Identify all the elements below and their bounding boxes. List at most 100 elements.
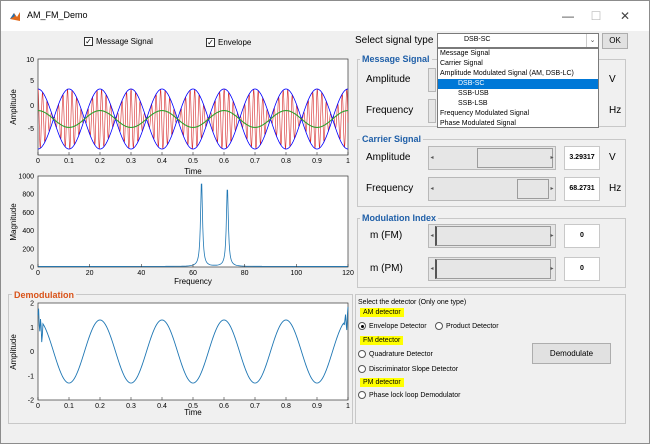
maximize-button[interactable]: ☐ [590, 9, 602, 23]
checkmark-icon: ✓ [84, 37, 93, 46]
arrow-left-icon[interactable]: ◂ [430, 266, 434, 272]
carrier-frequency-slider[interactable]: ◂ ▸ [428, 177, 556, 201]
y-tick-label: 200 [22, 246, 34, 253]
pll-demodulator-radio[interactable]: Phase lock loop Demodulator [358, 391, 460, 399]
discriminator-detector-radio[interactable]: Discriminator Slope Detector [358, 365, 458, 373]
detector-selector-label: Select the detector (Only one type) [358, 299, 467, 306]
y-axis-label: Amplitude [9, 334, 18, 370]
x-tick-label: 0.1 [64, 158, 74, 165]
x-tick-label: 0.9 [312, 158, 322, 165]
y-tick-label: 400 [22, 228, 34, 235]
option-ssb-lsb[interactable]: SSB-LSB [458, 100, 488, 107]
y-tick-label: -2 [28, 398, 34, 405]
envelope-checkbox[interactable]: ✓ Envelope [206, 38, 251, 47]
slider-thumb[interactable] [435, 226, 551, 246]
option-ssb-usb[interactable]: SSB-USB [458, 90, 489, 97]
slider-thumb[interactable] [517, 179, 549, 199]
x-tick-label: 0.2 [95, 403, 105, 410]
slider-thumb[interactable] [435, 259, 551, 279]
demodulate-button[interactable]: Demodulate [532, 343, 611, 364]
option-pm[interactable]: Phase Modulated Signal [440, 120, 516, 127]
y-tick-label: 2 [30, 301, 34, 308]
unit-hz: Hz [609, 183, 622, 194]
arrow-right-icon[interactable]: ▸ [550, 266, 554, 272]
carrier-amplitude-slider[interactable]: ◂ ▸ [428, 146, 556, 170]
carrier-signal-panel [357, 139, 626, 207]
message-frequency-label: Frequency [366, 105, 414, 116]
y-tick-label: 1 [30, 325, 34, 332]
x-tick-label: 80 [241, 270, 249, 277]
select-signal-label: Select signal type [355, 35, 434, 46]
minimize-button[interactable]: — [562, 9, 574, 23]
message-panel-title: Message Signal [360, 54, 432, 64]
x-tick-label: 0.7 [250, 158, 260, 165]
arrow-right-icon[interactable]: ▸ [550, 155, 554, 161]
checkmark-icon: ✓ [206, 38, 215, 47]
m-fm-slider[interactable]: ◂ ▸ [428, 224, 556, 248]
arrow-left-icon[interactable]: ◂ [430, 155, 434, 161]
x-tick-label: 0.2 [95, 158, 105, 165]
pm-detector-header: PM detector [360, 378, 404, 387]
close-button[interactable]: ✕ [619, 9, 631, 23]
y-tick-label: 0 [30, 349, 34, 356]
x-tick-label: 0.3 [126, 158, 136, 165]
x-tick-label: 0 [36, 403, 40, 410]
m-pm-label: m (PM) [370, 263, 403, 274]
message-frequency-slider[interactable] [428, 99, 436, 123]
ok-button[interactable]: OK [602, 33, 628, 49]
m-fm-label: m (FM) [370, 230, 403, 241]
product-detector-radio[interactable]: Product Detector [435, 322, 499, 330]
message-signal-checkbox[interactable]: ✓ Message Signal [84, 37, 153, 46]
time-plot: 10 5 0 -5 0 0.1 0.2 0.3 0.4 0.5 0.6 0.7 0.8 0.9 1 … [9, 57, 350, 176]
x-tick-label: 0 [36, 158, 40, 165]
carrier-amplitude-label: Amplitude [366, 152, 411, 163]
radio-label: Product Detector [446, 322, 499, 330]
m-pm-value[interactable]: 0 [564, 257, 600, 281]
option-fm[interactable]: Frequency Modulated Signal [440, 110, 530, 117]
quadrature-detector-radio[interactable]: Quadrature Detector [358, 350, 433, 358]
option-carrier[interactable]: Carrier Signal [440, 60, 483, 67]
detector-panel [355, 294, 626, 424]
option-message[interactable]: Message Signal [440, 50, 490, 57]
chevron-down-icon[interactable]: ⌄ [586, 34, 598, 47]
signal-type-options: Message Signal Carrier Signal Amplitude … [437, 48, 599, 128]
arrow-left-icon[interactable]: ◂ [430, 186, 434, 192]
arrow-right-icon[interactable]: ▸ [550, 186, 554, 192]
y-tick-label: 1000 [18, 174, 34, 181]
option-dsb-sc[interactable]: DSB-SC [438, 79, 598, 89]
x-tick-label: 20 [86, 270, 94, 277]
carrier-frequency-value[interactable]: 68.2731 [564, 177, 600, 201]
y-axis-label: Amplitude [9, 89, 18, 125]
x-tick-label: 0.4 [157, 158, 167, 165]
signal-type-dropdown[interactable]: DSB-SC ⌄ [437, 33, 599, 48]
x-tick-label: 0.6 [219, 158, 229, 165]
message-amplitude-slider[interactable] [428, 68, 436, 92]
arrow-right-icon[interactable]: ▸ [550, 233, 554, 239]
m-fm-value[interactable]: 0 [564, 224, 600, 248]
arrow-left-icon[interactable]: ◂ [430, 233, 434, 239]
x-axis-label: Time [184, 167, 202, 176]
x-tick-label: 0.7 [250, 403, 260, 410]
x-tick-label: 0.8 [281, 158, 291, 165]
envelope-series-line [37, 117, 349, 150]
am-detector-header: AM detector [360, 308, 404, 317]
x-tick-label: 100 [290, 270, 302, 277]
y-tick-label: 600 [22, 210, 34, 217]
option-am[interactable]: Amplitude Modulated Signal (AM, DSB-LC) [440, 70, 574, 77]
modidx-panel-title: Modulation Index [360, 213, 438, 223]
frequency-plot: 1000 800 600 400 200 0 0 20 40 60 80 100 120 Freque… [9, 174, 354, 287]
x-tick-label: 40 [137, 270, 145, 277]
x-tick-label: 0.1 [64, 403, 74, 410]
radio-icon [358, 350, 366, 358]
envelope-detector-radio[interactable]: Envelope Detector [358, 322, 427, 330]
carrier-amplitude-value[interactable]: 3.29317 [564, 146, 600, 170]
demodulation-title: Demodulation [12, 290, 76, 300]
m-pm-slider[interactable]: ◂ ▸ [428, 257, 556, 281]
y-tick-label: 800 [22, 192, 34, 199]
demodulation-panel [8, 294, 353, 424]
envelope-checkbox-label: Envelope [218, 38, 252, 47]
message-checkbox-label: Message Signal [96, 37, 153, 46]
x-tick-label: 0.4 [157, 403, 167, 410]
x-tick-label: 60 [189, 270, 197, 277]
slider-thumb[interactable] [477, 148, 553, 168]
